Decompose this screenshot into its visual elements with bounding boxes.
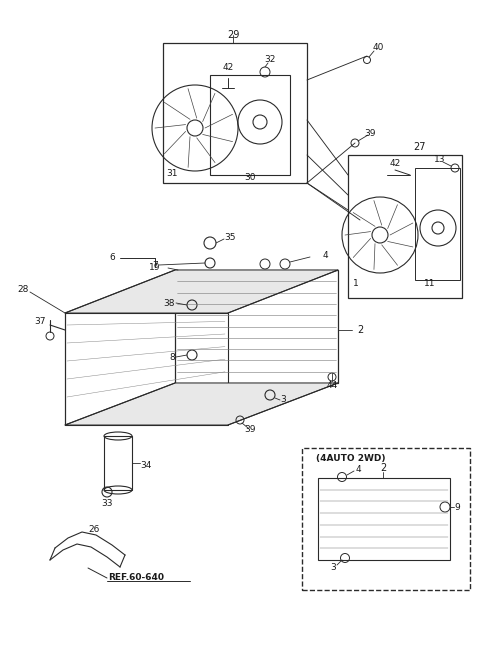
Text: 40: 40 xyxy=(372,43,384,52)
Text: 42: 42 xyxy=(222,64,234,73)
Text: 34: 34 xyxy=(140,460,151,470)
Text: 35: 35 xyxy=(224,233,236,242)
Bar xyxy=(415,168,460,280)
Text: 8: 8 xyxy=(169,354,175,362)
Bar xyxy=(210,75,290,175)
Text: 3: 3 xyxy=(280,396,286,405)
Text: 39: 39 xyxy=(364,128,376,138)
Text: 11: 11 xyxy=(424,278,436,288)
Text: REF.60-640: REF.60-640 xyxy=(108,574,164,582)
Text: 38: 38 xyxy=(164,299,175,307)
Bar xyxy=(104,436,132,490)
Text: 28: 28 xyxy=(17,286,29,295)
Text: 2: 2 xyxy=(357,325,363,335)
Text: 19: 19 xyxy=(149,263,161,272)
Text: 3: 3 xyxy=(330,563,336,572)
Text: 39: 39 xyxy=(244,426,256,434)
Text: 1: 1 xyxy=(353,278,359,288)
Polygon shape xyxy=(65,270,338,313)
Polygon shape xyxy=(65,383,338,425)
Text: 6: 6 xyxy=(109,253,115,263)
Text: 4: 4 xyxy=(355,466,361,474)
Text: 2: 2 xyxy=(380,463,386,473)
Text: 29: 29 xyxy=(227,30,239,40)
Bar xyxy=(302,448,470,590)
Text: 27: 27 xyxy=(414,142,426,152)
Text: 26: 26 xyxy=(88,525,99,534)
Text: 33: 33 xyxy=(101,498,113,508)
Text: 4: 4 xyxy=(322,250,328,259)
Bar xyxy=(348,155,462,298)
Text: 30: 30 xyxy=(244,172,256,181)
Text: 9: 9 xyxy=(454,502,460,512)
Bar xyxy=(163,43,307,183)
Text: 44: 44 xyxy=(326,381,337,390)
Text: 37: 37 xyxy=(34,318,46,326)
Text: 42: 42 xyxy=(389,159,401,168)
Text: 31: 31 xyxy=(166,168,178,178)
Text: 13: 13 xyxy=(434,155,446,164)
Text: 7: 7 xyxy=(152,261,158,269)
Text: 32: 32 xyxy=(264,56,276,64)
Text: (4AUTO 2WD): (4AUTO 2WD) xyxy=(316,453,385,462)
